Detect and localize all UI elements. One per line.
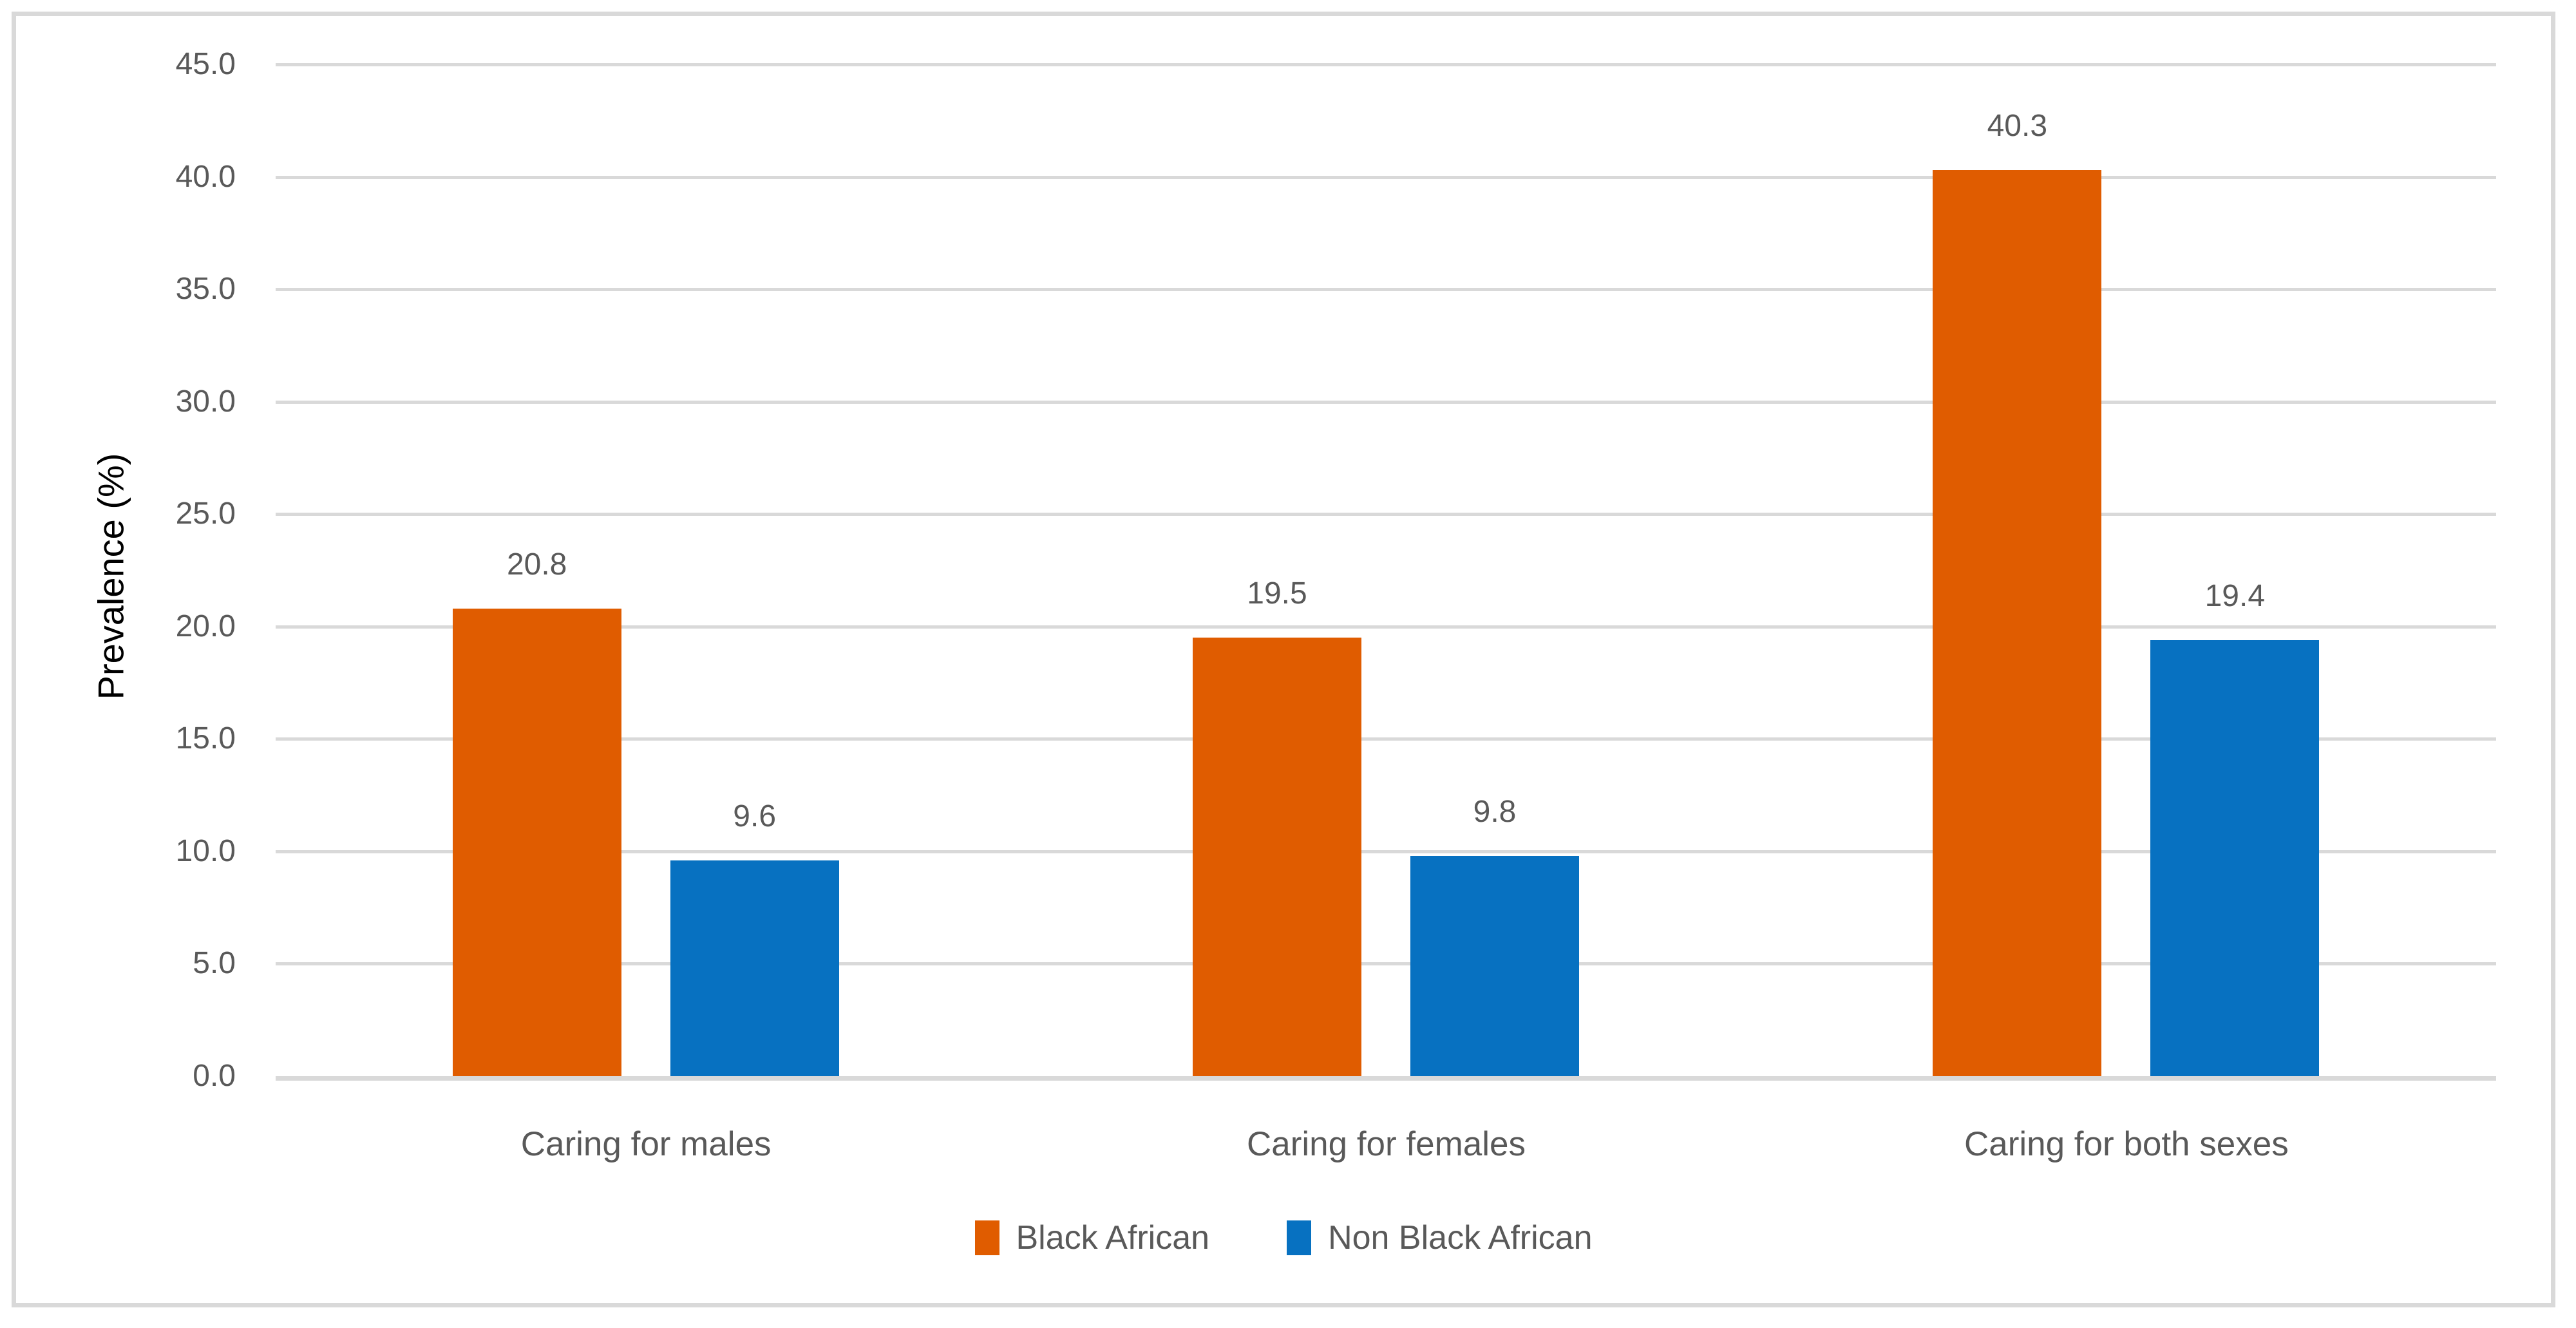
legend-label: Non Black African: [1328, 1219, 1593, 1257]
x-axis-line: [276, 1076, 2496, 1081]
bar-value-label: 20.8: [506, 547, 567, 582]
gridline: [276, 63, 2496, 66]
bar-value-label: 19.4: [2204, 578, 2266, 613]
y-tick-label: 15.0: [175, 721, 236, 756]
y-axis-title: Prevalence (%): [90, 453, 131, 700]
y-tick-label: 5.0: [193, 946, 236, 981]
y-tick-label: 45.0: [175, 47, 236, 81]
x-category-label: Caring for males: [520, 1125, 772, 1163]
legend-swatch-non-black-african: [1287, 1220, 1312, 1255]
gridline: [276, 513, 2496, 517]
bar-black-african-caring-for-males: [452, 608, 621, 1076]
bar-non-black-african-caring-for-both-sexes: [2150, 640, 2320, 1076]
bar-value-label: 40.3: [1987, 109, 2048, 144]
y-tick-label: 35.0: [175, 272, 236, 307]
gridline: [276, 849, 2496, 853]
gridline: [276, 400, 2496, 404]
x-category-label: Caring for both sexes: [1964, 1125, 2289, 1163]
y-tick-label: 20.0: [175, 609, 236, 643]
y-tick-label: 10.0: [175, 833, 236, 868]
plot-area: 20.8 9.6 19.5 9.8 40.3 19.4: [276, 63, 2496, 1081]
legend-item-black-african: Black African: [974, 1219, 1210, 1257]
y-tick-label: 30.0: [175, 384, 236, 419]
y-tick-label: 40.0: [175, 159, 236, 194]
bar-value-label: 9.8: [1473, 794, 1517, 829]
gridline: [276, 962, 2496, 966]
legend-label: Black African: [1016, 1219, 1210, 1257]
bar-non-black-african-caring-for-females: [1410, 855, 1579, 1076]
y-tick-label: 0.0: [193, 1059, 236, 1093]
x-category-label: Caring for females: [1246, 1125, 1526, 1163]
bar-value-label: 9.6: [733, 799, 777, 833]
bar-non-black-african-caring-for-males: [670, 860, 839, 1076]
legend-item-non-black-african: Non Black African: [1287, 1219, 1593, 1257]
legend-swatch-black-african: [974, 1220, 999, 1255]
bar-black-african-caring-for-females: [1193, 638, 1361, 1076]
gridline: [276, 288, 2496, 292]
bar-value-label: 19.5: [1247, 576, 1307, 611]
gridline: [276, 737, 2496, 741]
y-tick-label: 25.0: [175, 497, 236, 531]
gridline: [276, 625, 2496, 629]
gridline: [276, 175, 2496, 179]
bar-black-african-caring-for-both-sexes: [1933, 170, 2102, 1076]
legend: Black African Non Black African: [12, 1215, 2555, 1261]
